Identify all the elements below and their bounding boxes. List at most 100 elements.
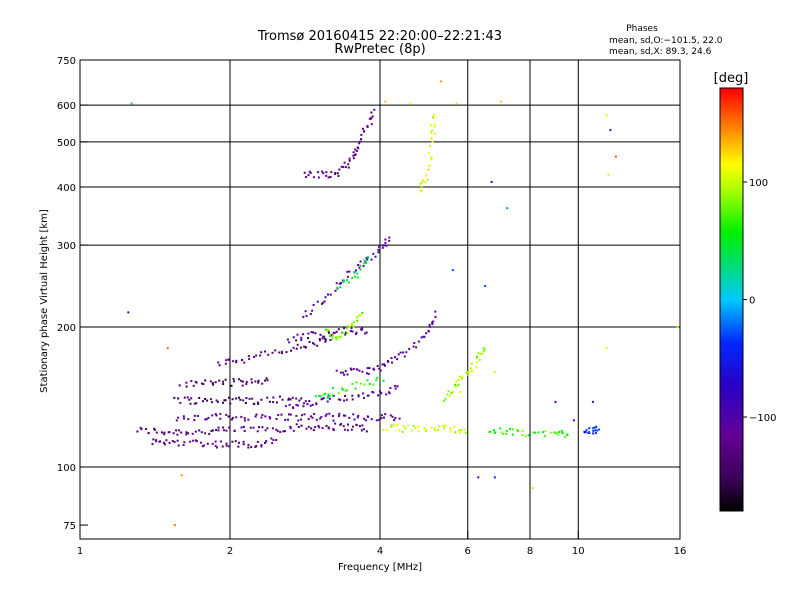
data-point — [430, 156, 433, 159]
data-point — [385, 244, 388, 247]
data-point — [355, 150, 358, 152]
colorbar-band — [720, 482, 743, 484]
data-point — [166, 347, 169, 350]
data-point — [337, 175, 340, 177]
data-point — [321, 337, 324, 340]
data-point — [228, 445, 231, 448]
data-point — [346, 279, 348, 282]
colorbar-band — [720, 265, 743, 267]
data-point — [595, 425, 598, 428]
colorbar-band — [720, 421, 743, 423]
data-point — [351, 398, 354, 401]
colorbar-band — [720, 252, 743, 254]
colorbar-band — [720, 135, 743, 137]
data-point — [403, 355, 406, 358]
data-point — [388, 236, 391, 239]
data-point — [390, 425, 393, 428]
colorbar-band — [720, 312, 743, 314]
data-point — [289, 398, 292, 401]
colorbar-band — [720, 310, 743, 312]
colorbar-band — [720, 479, 743, 481]
data-point — [351, 277, 354, 280]
colorbar-band — [720, 460, 743, 462]
colorbar-band — [720, 295, 743, 297]
colorbar-band — [720, 307, 743, 309]
data-point — [366, 379, 369, 382]
data-point — [239, 379, 242, 382]
data-point — [185, 431, 188, 434]
data-point — [363, 417, 366, 420]
data-point — [324, 339, 327, 342]
colorbar-band — [720, 124, 743, 126]
data-point — [163, 431, 166, 434]
grid — [80, 60, 681, 539]
data-point — [377, 394, 380, 397]
data-point — [433, 123, 436, 126]
data-point — [354, 275, 357, 278]
data-point — [470, 370, 473, 373]
data-point — [307, 174, 310, 177]
data-point — [215, 399, 218, 402]
data-point — [352, 321, 355, 324]
data-point — [252, 426, 255, 429]
colorbar-band — [720, 385, 743, 387]
data-point — [439, 80, 442, 83]
data-point — [264, 350, 266, 353]
colorbar-band — [720, 285, 743, 287]
data-point — [295, 403, 298, 406]
data-point — [322, 301, 325, 304]
data-point — [381, 246, 384, 249]
data-point — [373, 108, 376, 111]
data-point — [225, 413, 228, 416]
data-point — [393, 419, 396, 422]
data-point — [420, 181, 423, 184]
data-point — [368, 382, 371, 385]
colorbar-band — [720, 341, 743, 343]
data-point — [442, 424, 445, 427]
colorbar-band — [720, 366, 743, 368]
data-point — [310, 427, 313, 430]
data-point — [243, 430, 246, 432]
colorbar-band — [720, 492, 743, 494]
data-point — [326, 400, 329, 403]
colorbar-band — [720, 274, 743, 276]
colorbar-band — [720, 465, 743, 467]
data-point — [257, 381, 260, 384]
data-point — [235, 416, 238, 419]
data-point — [352, 157, 355, 160]
data-point — [428, 164, 431, 167]
data-point — [139, 426, 142, 429]
colorbar-band — [720, 300, 743, 302]
data-point — [609, 129, 612, 132]
data-point — [243, 361, 246, 364]
y-tick-label: 100 — [57, 463, 76, 474]
data-point — [187, 432, 190, 435]
data-point — [241, 384, 244, 387]
x-tick-label: 4 — [377, 546, 383, 557]
data-point — [255, 445, 258, 447]
data-point — [566, 434, 569, 436]
colorbar-band — [720, 439, 743, 441]
data-point — [232, 377, 235, 380]
data-point — [329, 333, 332, 336]
data-point — [248, 397, 251, 400]
colorbar-band — [720, 489, 743, 491]
colorbar-band — [720, 249, 743, 251]
data-point — [605, 347, 608, 350]
data-point — [301, 414, 303, 417]
data-point — [475, 357, 478, 359]
data-point — [358, 266, 361, 269]
colorbar-band — [720, 271, 743, 273]
data-point — [363, 262, 366, 265]
data-point — [311, 403, 314, 406]
data-point — [593, 426, 596, 429]
data-point — [583, 430, 586, 433]
data-point — [196, 415, 199, 417]
data-point — [279, 431, 282, 433]
data-point — [191, 432, 194, 435]
data-point — [195, 402, 198, 405]
data-point — [338, 168, 341, 171]
colorbar-band — [720, 176, 743, 178]
data-point — [242, 440, 245, 443]
data-point — [318, 394, 321, 397]
